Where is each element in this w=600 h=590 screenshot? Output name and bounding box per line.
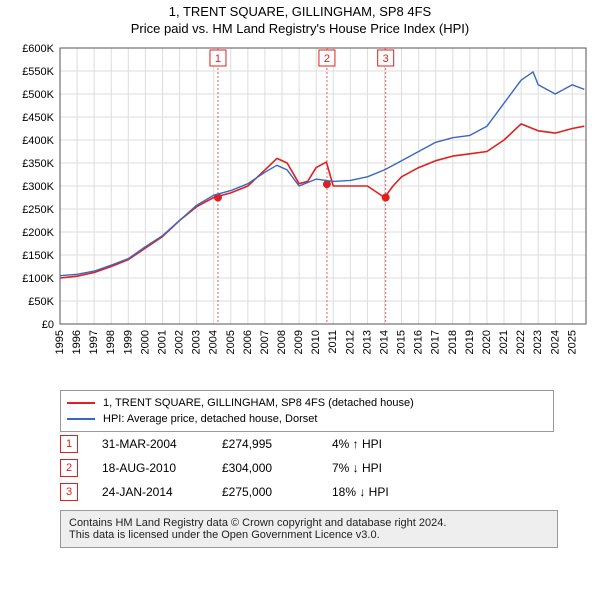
svg-text:2020: 2020 bbox=[481, 330, 493, 354]
chart-svg: £0 £50K £100K £150K £200K £250K £300K £350K £400… bbox=[10, 44, 590, 374]
legend-box: 1, TRENT SQUARE, GILLINGHAM, SP8 4FS (de… bbox=[60, 390, 554, 432]
svg-text:2014: 2014 bbox=[378, 330, 390, 354]
svg-text:2012: 2012 bbox=[344, 330, 356, 354]
svg-text:£150K: £150K bbox=[22, 250, 54, 262]
svg-text:2011: 2011 bbox=[327, 330, 339, 354]
legend-label: HPI: Average price, detached house, Dors… bbox=[103, 413, 317, 425]
event-badge: 1 bbox=[60, 435, 78, 453]
svg-text:2: 2 bbox=[324, 53, 330, 65]
svg-text:2002: 2002 bbox=[174, 330, 186, 354]
svg-text:£450K: £450K bbox=[22, 112, 54, 124]
svg-text:2009: 2009 bbox=[293, 330, 305, 354]
svg-text:£500K: £500K bbox=[22, 89, 54, 101]
event-delta: 7% ↓ HPI bbox=[332, 461, 540, 475]
svg-text:2016: 2016 bbox=[413, 330, 425, 354]
event-row: 3 24-JAN-2014 £275,000 18% ↓ HPI bbox=[60, 480, 540, 504]
svg-text:2005: 2005 bbox=[225, 330, 237, 354]
svg-text:2021: 2021 bbox=[498, 330, 510, 354]
legend-swatch-2 bbox=[67, 418, 95, 420]
svg-text:£200K: £200K bbox=[22, 227, 54, 239]
svg-text:1995: 1995 bbox=[54, 330, 66, 354]
svg-text:£350K: £350K bbox=[22, 158, 54, 170]
svg-text:2004: 2004 bbox=[208, 330, 220, 354]
svg-text:3: 3 bbox=[383, 53, 389, 65]
chart-title-subtitle: Price paid vs. HM Land Registry's House … bbox=[0, 21, 600, 36]
svg-text:2001: 2001 bbox=[156, 330, 168, 354]
svg-text:£300K: £300K bbox=[22, 181, 54, 193]
event-delta: 18% ↓ HPI bbox=[332, 485, 540, 499]
svg-text:£0: £0 bbox=[42, 319, 54, 331]
svg-text:£50K: £50K bbox=[28, 296, 54, 308]
svg-text:2019: 2019 bbox=[464, 330, 476, 354]
svg-text:1998: 1998 bbox=[105, 330, 117, 354]
svg-text:2000: 2000 bbox=[139, 330, 151, 354]
svg-text:£400K: £400K bbox=[22, 135, 54, 147]
svg-text:2007: 2007 bbox=[259, 330, 271, 354]
event-badge: 3 bbox=[60, 483, 78, 501]
footer-line-2: This data is licensed under the Open Gov… bbox=[69, 529, 549, 541]
event-row: 1 31-MAR-2004 £274,995 4% ↑ HPI bbox=[60, 432, 540, 456]
event-price: £275,000 bbox=[222, 485, 332, 499]
event-date: 31-MAR-2004 bbox=[102, 437, 222, 451]
chart-title-address: 1, TRENT SQUARE, GILLINGHAM, SP8 4FS bbox=[0, 4, 600, 19]
svg-text:1: 1 bbox=[215, 53, 221, 65]
legend-swatch-1 bbox=[67, 402, 95, 404]
svg-text:£550K: £550K bbox=[22, 66, 54, 78]
svg-text:2006: 2006 bbox=[242, 330, 254, 354]
event-date: 24-JAN-2014 bbox=[102, 485, 222, 499]
legend-label: 1, TRENT SQUARE, GILLINGHAM, SP8 4FS (de… bbox=[103, 397, 414, 409]
svg-text:1996: 1996 bbox=[71, 330, 83, 354]
svg-text:2017: 2017 bbox=[430, 330, 442, 354]
event-badge: 2 bbox=[60, 459, 78, 477]
event-row: 2 18-AUG-2010 £304,000 7% ↓ HPI bbox=[60, 456, 540, 480]
svg-text:2025: 2025 bbox=[566, 330, 578, 354]
svg-text:1997: 1997 bbox=[88, 330, 100, 354]
svg-text:£100K: £100K bbox=[22, 273, 54, 285]
legend-row: 1, TRENT SQUARE, GILLINGHAM, SP8 4FS (de… bbox=[67, 395, 547, 411]
svg-text:2013: 2013 bbox=[361, 330, 373, 354]
svg-text:2010: 2010 bbox=[310, 330, 322, 354]
event-price: £304,000 bbox=[222, 461, 332, 475]
svg-text:2023: 2023 bbox=[532, 330, 544, 354]
event-delta: 4% ↑ HPI bbox=[332, 437, 540, 451]
svg-text:£600K: £600K bbox=[22, 44, 54, 55]
svg-text:2015: 2015 bbox=[396, 330, 408, 354]
footer-line-1: Contains HM Land Registry data © Crown c… bbox=[69, 517, 549, 529]
chart-area: £0 £50K £100K £150K £200K £250K £300K £350K £400… bbox=[10, 44, 590, 374]
svg-text:2022: 2022 bbox=[515, 330, 527, 354]
svg-text:£250K: £250K bbox=[22, 204, 54, 216]
event-price: £274,995 bbox=[222, 437, 332, 451]
event-date: 18-AUG-2010 bbox=[102, 461, 222, 475]
events-table: 1 31-MAR-2004 £274,995 4% ↑ HPI 2 18-AUG… bbox=[60, 432, 540, 504]
svg-text:1999: 1999 bbox=[122, 330, 134, 354]
svg-text:2018: 2018 bbox=[447, 330, 459, 354]
svg-text:2003: 2003 bbox=[191, 330, 203, 354]
svg-text:2024: 2024 bbox=[549, 330, 561, 354]
footer-box: Contains HM Land Registry data © Crown c… bbox=[60, 510, 558, 548]
svg-text:2008: 2008 bbox=[276, 330, 288, 354]
legend-row: HPI: Average price, detached house, Dors… bbox=[67, 411, 547, 427]
